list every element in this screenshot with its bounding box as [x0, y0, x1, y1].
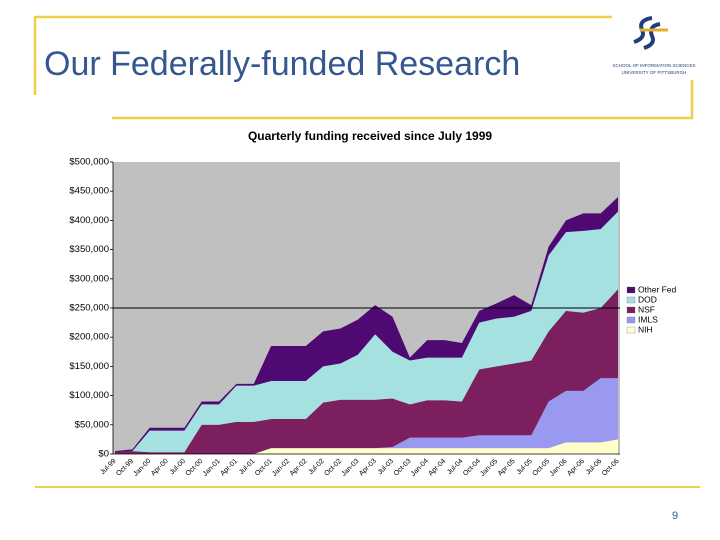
y-tick-label: $400,000 — [69, 215, 109, 226]
legend-label: NIH — [638, 324, 653, 334]
y-tick-label: $0 — [98, 449, 109, 460]
y-tick-label: $150,000 — [69, 361, 109, 372]
y-tick-label: $50,000 — [75, 419, 109, 430]
legend-label: Other Fed — [638, 284, 677, 294]
logo-text: UNIVERSITY OF PITTSBURGH — [622, 70, 687, 75]
y-tick-label: $200,000 — [69, 332, 109, 343]
legend-label: NSF — [638, 304, 655, 314]
legend-label: IMLS — [638, 314, 658, 324]
legend-label: DOD — [638, 294, 657, 304]
area-series — [115, 197, 618, 453]
logo: SCHOOL OF INFORMATION SCIENCES UNIVERSIT… — [612, 16, 696, 75]
y-tick-label: $100,000 — [69, 390, 109, 401]
slide-title: Our Federally-funded Research — [44, 45, 520, 83]
page-number: 9 — [672, 510, 678, 522]
legend-swatch — [626, 296, 636, 304]
area-series — [115, 439, 618, 454]
y-tick-label: $500,000 — [69, 157, 109, 168]
y-tick-label: $300,000 — [69, 273, 109, 284]
y-tick-label: $250,000 — [69, 303, 109, 314]
y-tick-label: $350,000 — [69, 244, 109, 255]
legend-swatch — [626, 286, 636, 294]
legend-swatch — [626, 326, 636, 334]
logo-text: SCHOOL OF INFORMATION SCIENCES — [612, 63, 695, 68]
y-tick-label: $450,000 — [69, 186, 109, 197]
chart-title: Quarterly funding received since July 19… — [248, 129, 492, 143]
area-series — [115, 211, 618, 453]
area-series — [115, 289, 618, 454]
legend-swatch — [626, 306, 636, 314]
legend-swatch — [626, 316, 636, 324]
